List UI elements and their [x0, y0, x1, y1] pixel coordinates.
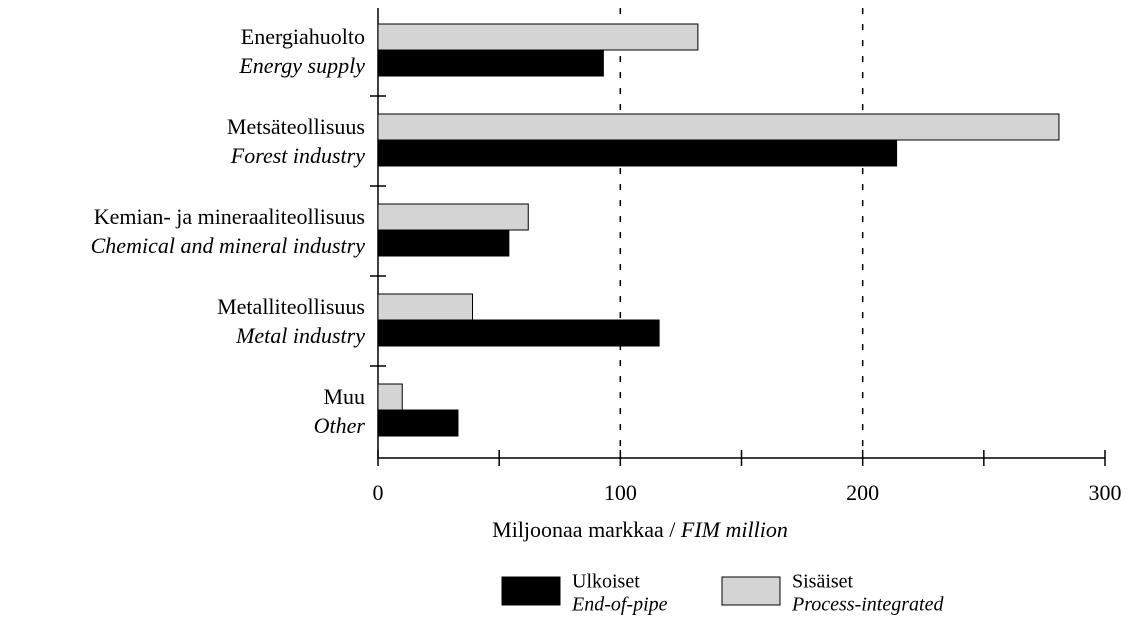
legend-label: Ulkoiset: [572, 571, 640, 593]
legend-swatch: [501, 576, 561, 606]
legend-label: Sisäiset: [792, 571, 854, 593]
y-tick-label: Chemical and mineral industry: [91, 233, 366, 258]
bar: [377, 23, 699, 51]
bar: [377, 293, 474, 321]
y-tick-label: Metal industry: [235, 323, 365, 348]
legend-swatch: [721, 576, 781, 606]
bar: [377, 319, 660, 347]
bar: [377, 383, 403, 411]
legend-label: Process-integrated: [791, 594, 944, 616]
y-tick-label: Kemian- ja mineraaliteollisuus: [94, 204, 365, 229]
y-tick-label: Muu: [323, 384, 365, 409]
bar: [377, 113, 1060, 141]
x-tick-label: 0: [373, 480, 384, 505]
legend-label: End-of-pipe: [571, 594, 668, 616]
y-tick-label: Energiahuolto: [241, 24, 365, 49]
x-tick-label: 200: [846, 480, 879, 505]
y-tick-label: Other: [314, 413, 366, 438]
bar: [377, 229, 510, 257]
bar: [377, 49, 604, 77]
y-tick-label: Metsäteollisuus: [227, 114, 365, 139]
x-axis-label: Miljoonaa markkaa / FIM million: [492, 517, 788, 542]
bar: [377, 203, 529, 231]
bar: [377, 139, 898, 167]
bar: [377, 409, 459, 437]
y-tick-label: Energy supply: [238, 53, 365, 78]
y-tick-label: Forest industry: [230, 143, 365, 168]
y-tick-label: Metalliteollisuus: [217, 294, 365, 319]
x-tick-label: 300: [1089, 480, 1122, 505]
x-tick-label: 100: [604, 480, 637, 505]
